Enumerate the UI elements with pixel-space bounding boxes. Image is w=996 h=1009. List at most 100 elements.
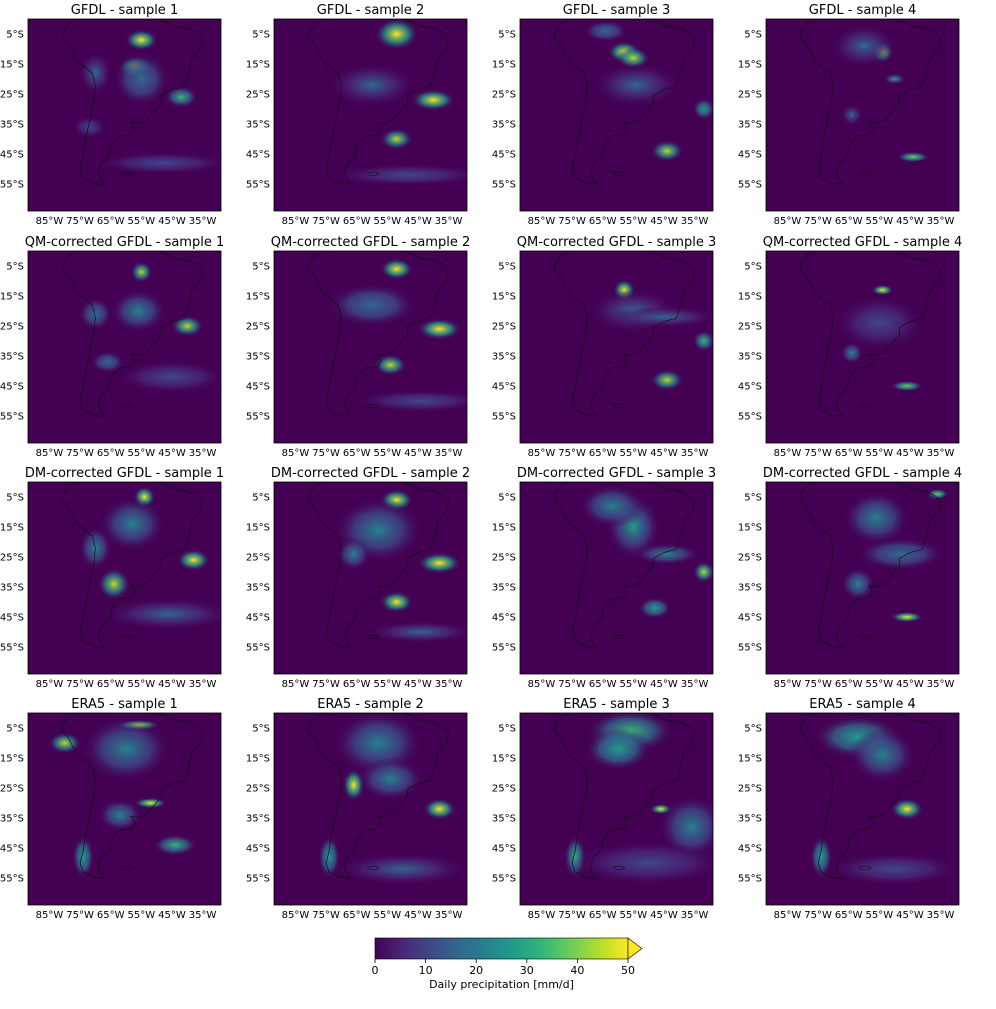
colorbar-tick-label: 10 <box>419 964 433 977</box>
lat-tick-label: 35°S <box>492 120 516 131</box>
map-panel: GFDL - sample 2 5°S 15°S 25°S 35°S 45°S 55°S 85… <box>246 3 468 227</box>
lat-tick-label: 5°S <box>6 724 24 735</box>
precipitation-cell <box>849 728 916 782</box>
precipitation-field <box>578 484 713 619</box>
lat-tick-label: 45°S <box>0 844 24 855</box>
lon-tick-label: 45°W <box>404 679 432 690</box>
precipitation-cell <box>48 732 82 754</box>
lon-tick-label: 75°W <box>66 216 94 227</box>
map-background <box>520 251 713 443</box>
precipitation-cell <box>99 497 166 551</box>
lon-tick-label: 65°W <box>97 448 125 459</box>
panel-title: ERA5 - sample 2 <box>317 697 424 712</box>
precipitation-cell <box>374 19 419 51</box>
lon-tick-label: 45°W <box>650 679 678 690</box>
coastline <box>799 713 941 879</box>
precipitation-cell <box>130 261 153 283</box>
map-panel: DM-corrected GFDL - sample 2 5°S 15°S 25°S 3… <box>246 466 470 690</box>
lat-tick-label: 55°S <box>738 874 762 885</box>
lon-tick-label: 65°W <box>97 216 125 227</box>
lon-tick-label: 65°W <box>343 910 371 921</box>
coastline <box>307 482 449 648</box>
lat-tick-label: 25°S <box>738 784 762 795</box>
lat-tick-label: 15°S <box>738 754 762 765</box>
lon-tick-label: 75°W <box>558 216 586 227</box>
lat-tick-label: 25°S <box>492 90 516 101</box>
colorbar-tick-label: 30 <box>520 964 534 977</box>
precipitation-cell <box>571 841 713 885</box>
precipitation-cell <box>871 284 894 296</box>
precipitation-cell <box>633 543 701 565</box>
lat-tick-label: 45°S <box>738 613 762 624</box>
lat-tick-label: 25°S <box>738 90 762 101</box>
precipitation-cell <box>78 51 112 95</box>
lat-tick-label: 25°S <box>0 553 24 564</box>
panel-title: ERA5 - sample 4 <box>809 697 916 712</box>
map-frame <box>519 18 714 212</box>
lat-tick-label: 5°S <box>744 30 762 41</box>
lon-tick-label: 55°W <box>128 216 156 227</box>
lon-tick-label: 65°W <box>835 448 863 459</box>
map-frame <box>27 481 222 675</box>
lat-tick-label: 25°S <box>492 553 516 564</box>
lon-tick-label: 75°W <box>558 448 586 459</box>
lat-tick-label: 45°S <box>738 844 762 855</box>
lon-tick-label: 55°W <box>374 910 402 921</box>
coastline-falklands <box>120 171 134 177</box>
precipitation-cell <box>592 63 681 107</box>
lat-tick-label: 15°S <box>0 523 24 534</box>
lat-tick-label: 15°S <box>0 754 24 765</box>
lat-tick-label: 5°S <box>498 493 516 504</box>
map-panel: ERA5 - sample 4 5°S 15°S 25°S 35°S 45°S 55°S 85… <box>738 697 960 921</box>
lat-tick-label: 55°S <box>246 180 270 191</box>
lon-tick-label: 45°W <box>896 910 924 921</box>
map-panel: QM-corrected GFDL - sample 4 5°S 15°S 25°S 3… <box>738 235 962 459</box>
lat-tick-label: 45°S <box>492 844 516 855</box>
precipitation-cell <box>835 296 924 350</box>
map-panel: ERA5 - sample 3 5°S 15°S 25°S 35°S 45°S 55°S 85… <box>492 697 714 921</box>
coastline-falklands <box>366 171 380 177</box>
lon-tick-label: 75°W <box>312 216 340 227</box>
map-background <box>28 19 221 211</box>
precipitation-field <box>318 713 467 886</box>
lon-tick-label: 75°W <box>312 910 340 921</box>
lat-tick-label: 5°S <box>6 262 24 273</box>
lat-tick-label: 55°S <box>0 180 24 191</box>
precipitation-field <box>327 19 467 186</box>
panel-title: QM-corrected GFDL - sample 4 <box>763 235 962 250</box>
precipitation-cell <box>365 621 467 643</box>
precipitation-field <box>72 29 221 174</box>
lat-tick-label: 35°S <box>738 814 762 825</box>
lon-tick-label: 75°W <box>804 910 832 921</box>
precipitation-cell <box>91 351 125 373</box>
coastline <box>307 251 449 417</box>
lon-tick-label: 45°W <box>896 679 924 690</box>
map-frame <box>27 712 222 906</box>
precipitation-field <box>327 258 467 412</box>
lat-tick-label: 55°S <box>492 643 516 654</box>
panel-title: ERA5 - sample 1 <box>71 697 178 712</box>
lon-tick-label: 55°W <box>374 216 402 227</box>
precipitation-cell <box>417 552 462 574</box>
map-panel: GFDL - sample 1 5°S 15°S 25°S 35°S 45°S 55°S 85… <box>0 3 222 227</box>
precipitation-cell <box>379 128 414 150</box>
map-panel: ERA5 - sample 1 5°S 15°S 25°S 35°S 45°S 55°S 85… <box>0 697 222 921</box>
lon-tick-label: 85°W <box>36 910 64 921</box>
lon-tick-label: 55°W <box>374 679 402 690</box>
lon-tick-label: 65°W <box>835 910 863 921</box>
map-frame <box>273 712 468 906</box>
precipitation-cell <box>327 283 417 327</box>
lon-tick-label: 75°W <box>804 216 832 227</box>
lon-tick-label: 55°W <box>620 216 648 227</box>
map-frame <box>519 250 714 444</box>
lat-tick-label: 5°S <box>498 262 516 273</box>
lon-tick-label: 35°W <box>435 216 463 227</box>
lon-tick-label: 45°W <box>896 448 924 459</box>
lat-tick-label: 45°S <box>492 150 516 161</box>
panel-title: GFDL - sample 3 <box>563 3 670 18</box>
lat-tick-label: 45°S <box>738 382 762 393</box>
precipitation-cell <box>830 24 898 68</box>
lon-tick-label: 65°W <box>835 216 863 227</box>
coastline-falklands <box>858 634 872 640</box>
lon-tick-label: 55°W <box>128 679 156 690</box>
